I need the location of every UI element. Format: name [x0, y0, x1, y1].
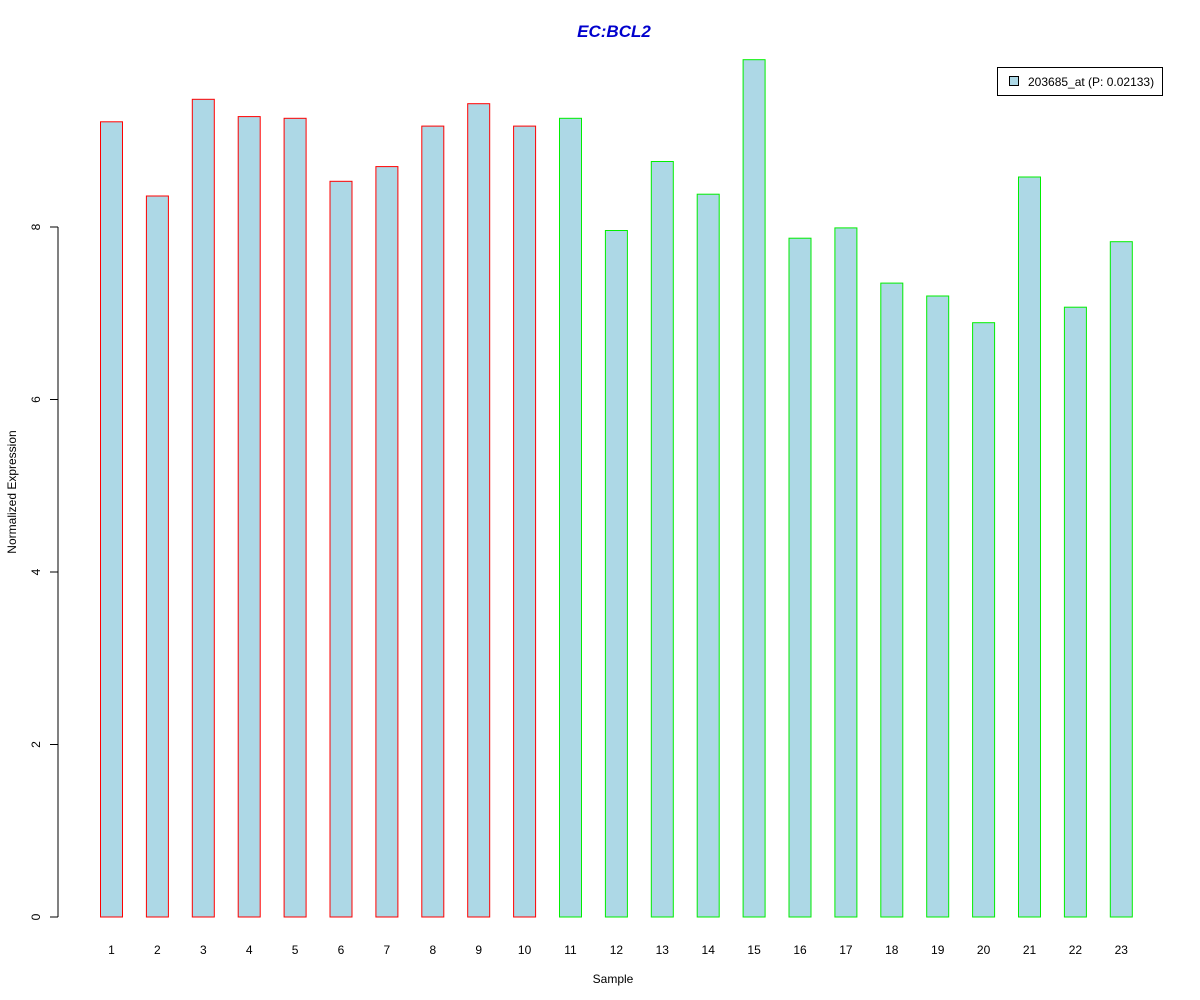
bar-sample-6 — [329, 180, 353, 918]
x-tick-label: 3 — [200, 943, 207, 957]
x-tick-label: 18 — [885, 943, 899, 957]
x-tick-label: 7 — [384, 943, 391, 957]
y-tick-label: 2 — [29, 741, 43, 748]
y-tick-label: 8 — [29, 223, 43, 230]
x-tick-label: 16 — [793, 943, 807, 957]
bar-sample-13 — [650, 161, 674, 918]
legend-label: 203685_at (P: 0.02133) — [1028, 75, 1154, 89]
x-tick-label: 1 — [108, 943, 115, 957]
bar-sample-19 — [926, 295, 950, 918]
x-tick-label: 10 — [518, 943, 532, 957]
bar-sample-12 — [604, 230, 628, 918]
bar-sample-5 — [283, 117, 307, 918]
x-tick-label: 11 — [564, 943, 577, 957]
y-axis-title: Normalized Expression — [5, 430, 19, 553]
bar-sample-4 — [237, 116, 261, 918]
x-tick-label: 15 — [747, 943, 761, 957]
x-tick-label: 9 — [475, 943, 482, 957]
x-tick-label: 6 — [338, 943, 345, 957]
bars — [100, 59, 1133, 918]
x-tick-label: 4 — [246, 943, 253, 957]
bar-sample-15 — [742, 59, 766, 918]
bar-sample-2 — [145, 195, 169, 918]
y-tick-label: 0 — [29, 913, 43, 920]
x-tick-label: 20 — [977, 943, 991, 957]
x-tick-label: 14 — [702, 943, 716, 957]
bar-sample-1 — [100, 121, 123, 918]
bar-sample-21 — [1018, 176, 1041, 918]
x-tick-label: 22 — [1069, 943, 1083, 957]
y-tick-label: 4 — [29, 568, 43, 575]
x-tick-label: 2 — [154, 943, 161, 957]
x-tick-label: 13 — [656, 943, 670, 957]
x-tick-label: 23 — [1115, 943, 1129, 957]
x-tick-label: 21 — [1023, 943, 1037, 957]
bar-sample-10 — [513, 125, 537, 918]
chart-title: EC:BCL2 — [577, 22, 651, 41]
legend-swatch — [1009, 76, 1019, 86]
bar-sample-8 — [421, 125, 445, 918]
bar-sample-14 — [696, 193, 720, 918]
x-tick-label: 8 — [429, 943, 436, 957]
bar-sample-7 — [375, 166, 399, 918]
bar-sample-23 — [1109, 241, 1133, 918]
bar-sample-11 — [559, 117, 582, 918]
x-tick-label: 12 — [610, 943, 624, 957]
legend-box — [997, 67, 1163, 96]
bar-sample-3 — [191, 98, 215, 918]
x-tick-label: 17 — [839, 943, 853, 957]
x-axis-tick-labels: 1 2 3 4 5 6 7 8 9 10 11 12 13 14 15 16 17 18 19 20 21 22 23 — [108, 943, 1128, 957]
x-tick-label: 19 — [931, 943, 945, 957]
bar-sample-9 — [467, 103, 491, 918]
bar-sample-22 — [1063, 306, 1087, 918]
legend: 203685_at (P: 0.02133) — [997, 67, 1163, 96]
x-axis-title: Sample — [593, 972, 634, 986]
bar-sample-18 — [880, 282, 904, 918]
bar-sample-17 — [834, 227, 858, 918]
x-tick-label: 5 — [292, 943, 299, 957]
bar-sample-20 — [972, 322, 996, 918]
y-tick-label: 6 — [29, 396, 43, 403]
bar-sample-16 — [788, 237, 812, 918]
y-axis: 0 2 4 6 8 — [29, 223, 59, 920]
